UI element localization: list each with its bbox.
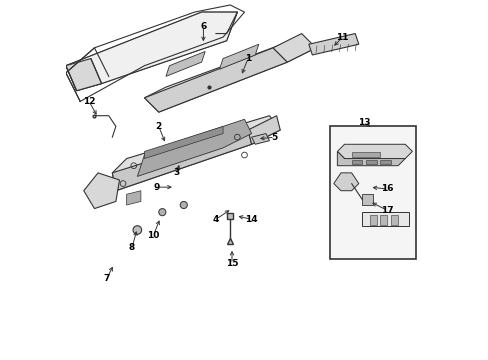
Polygon shape	[66, 12, 237, 91]
Bar	[351, 153, 380, 157]
Text: 8: 8	[128, 243, 135, 252]
Polygon shape	[251, 134, 269, 144]
Text: 10: 10	[147, 231, 159, 240]
Polygon shape	[337, 152, 405, 166]
Bar	[369, 215, 376, 225]
Bar	[351, 160, 362, 164]
Polygon shape	[219, 44, 258, 69]
Bar	[380, 160, 390, 164]
Polygon shape	[362, 212, 408, 226]
Polygon shape	[144, 48, 287, 112]
Text: 9: 9	[154, 183, 160, 192]
Text: 1: 1	[244, 54, 251, 63]
Circle shape	[159, 208, 165, 216]
Polygon shape	[144, 37, 315, 112]
Polygon shape	[337, 144, 411, 158]
Text: 7: 7	[103, 274, 110, 283]
Circle shape	[133, 226, 142, 234]
Polygon shape	[112, 116, 280, 191]
Text: 3: 3	[173, 168, 180, 177]
Text: 15: 15	[225, 260, 238, 269]
Polygon shape	[362, 194, 372, 205]
Polygon shape	[247, 116, 280, 144]
Text: 5: 5	[271, 132, 277, 141]
Bar	[329, 126, 415, 258]
Bar	[380, 215, 386, 225]
Polygon shape	[126, 191, 141, 205]
Polygon shape	[144, 126, 223, 158]
Bar	[365, 160, 376, 164]
Polygon shape	[66, 59, 102, 91]
Circle shape	[180, 202, 187, 208]
Text: 16: 16	[380, 184, 393, 193]
Polygon shape	[165, 51, 205, 76]
Text: 17: 17	[380, 206, 393, 215]
Text: 6: 6	[200, 22, 206, 31]
Polygon shape	[112, 130, 251, 191]
Text: 4: 4	[212, 215, 219, 224]
Polygon shape	[83, 173, 119, 208]
Bar	[390, 215, 397, 225]
Text: 12: 12	[82, 97, 95, 106]
Polygon shape	[272, 33, 315, 62]
Polygon shape	[308, 33, 358, 55]
Polygon shape	[137, 119, 251, 176]
Text: 14: 14	[245, 215, 258, 224]
Text: 11: 11	[336, 33, 348, 42]
Polygon shape	[333, 173, 358, 191]
Text: 13: 13	[357, 118, 370, 127]
Text: 2: 2	[155, 122, 162, 131]
